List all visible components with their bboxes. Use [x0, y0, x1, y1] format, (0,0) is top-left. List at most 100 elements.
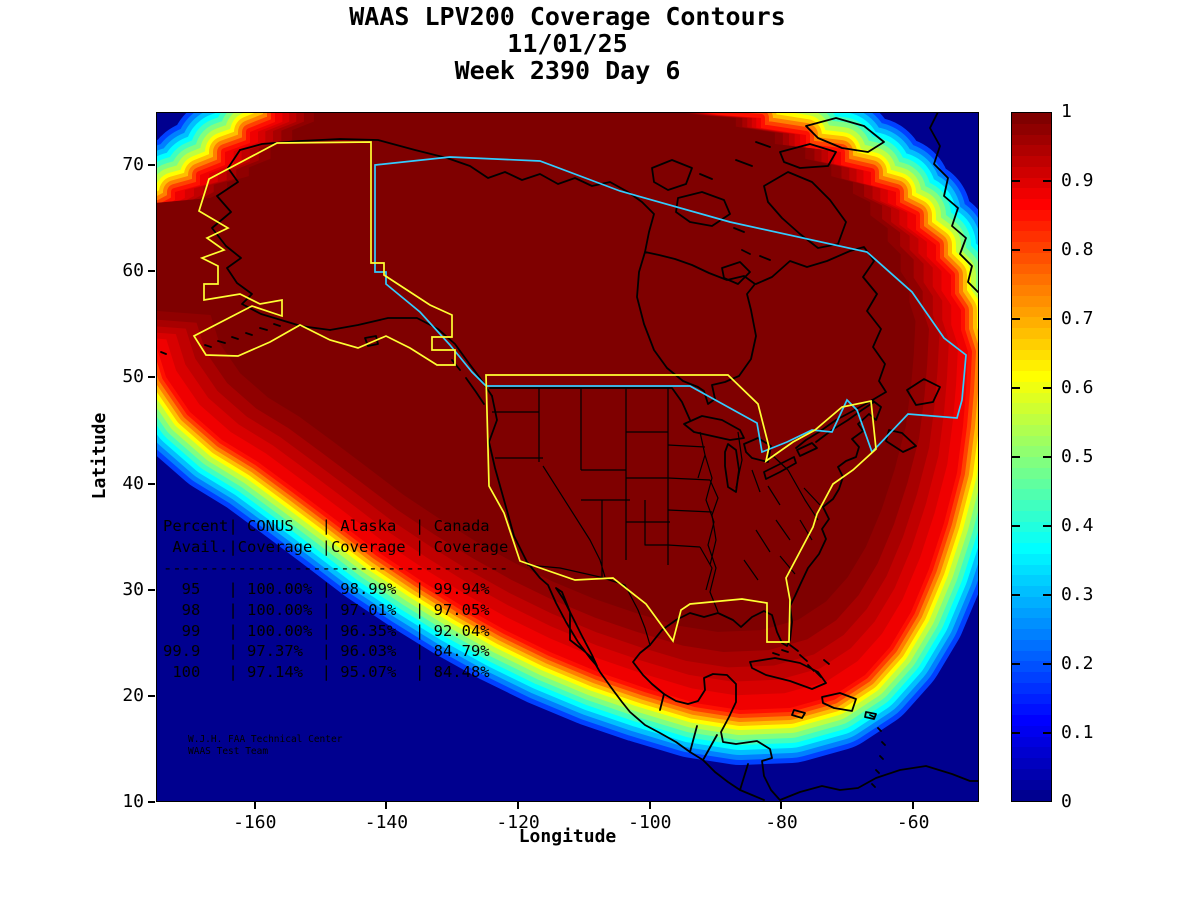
- alaska-west-coastline: [211, 149, 331, 331]
- x-tick-label: -140: [364, 812, 409, 833]
- colorbar-band: [1012, 231, 1051, 242]
- colorbar-band: [1012, 220, 1051, 232]
- greenland-coastline: [929, 112, 979, 293]
- colorbar-band: [1012, 704, 1051, 715]
- colorbar-band: [1012, 242, 1051, 253]
- baffin-island: [763, 171, 847, 249]
- y-tick-label: 50: [122, 366, 144, 388]
- colorbar-tick-mark: [1012, 318, 1020, 320]
- puerto-rico: [864, 711, 877, 720]
- colorbar-band: [1012, 274, 1051, 285]
- nova-scotia: [885, 429, 917, 453]
- colorbar-band: [1012, 371, 1051, 382]
- chart-title: WAAS LPV200 Coverage Contours: [349, 2, 786, 31]
- x-tick-label: -60: [896, 812, 930, 833]
- x-tick-mark: [253, 802, 256, 809]
- colorbar-band: [1012, 586, 1051, 597]
- chart-date: 11/01/25: [507, 29, 628, 58]
- newfoundland: [906, 378, 941, 406]
- colorbar-band: [1012, 285, 1051, 296]
- x-tick-label: -80: [765, 812, 798, 833]
- colorbar-band: [1012, 618, 1051, 629]
- credits-line-1: W.J.H. FAA Technical Center: [188, 734, 343, 745]
- colorbar-band: [1012, 672, 1051, 683]
- chart-week-day: Week 2390 Day 6: [454, 56, 681, 85]
- colorbar-tick-label: 0.4: [1061, 515, 1094, 536]
- colorbar-tick-mark: [1043, 594, 1051, 596]
- lake-huron: [743, 437, 772, 463]
- colorbar-band: [1012, 317, 1051, 328]
- colorbar-band: [1012, 263, 1051, 275]
- colorbar-band: [1012, 629, 1051, 640]
- eastern-state-lines: [735, 431, 821, 581]
- ellesmere-island: [805, 117, 885, 153]
- credits-line-2: WAAS Test Team: [188, 746, 269, 757]
- colorbar-band: [1012, 188, 1051, 199]
- colorbar-tick-mark: [1043, 456, 1051, 458]
- colorbar-band: [1012, 575, 1051, 586]
- colorbar-tick-mark: [1043, 249, 1051, 251]
- colorbar-band: [1012, 747, 1051, 758]
- aleutian-islands: [160, 323, 281, 355]
- y-tick-mark: [148, 694, 155, 697]
- colorbar-tick-mark: [1012, 594, 1020, 596]
- colorbar-tick-mark: [1012, 732, 1020, 734]
- colorbar-tick-label: 0.6: [1061, 377, 1094, 398]
- colorbar: [1011, 112, 1052, 802]
- southampton-island: [721, 261, 751, 285]
- colorbar-tick-mark: [1043, 318, 1051, 320]
- colorbar-band: [1012, 715, 1051, 726]
- colorbar-band: [1012, 435, 1051, 447]
- colorbar-band: [1012, 306, 1051, 318]
- colorbar-tick-label: 0.8: [1061, 239, 1094, 260]
- colorbar-tick-mark: [1043, 180, 1051, 182]
- colorbar-band: [1012, 596, 1051, 608]
- x-axis-label: Longitude: [518, 826, 617, 847]
- colorbar-band: [1012, 779, 1051, 791]
- colorbar-band: [1012, 639, 1051, 651]
- y-axis-label: Latitude: [89, 412, 110, 500]
- y-tick-label: 30: [122, 578, 144, 600]
- colorbar-band: [1012, 381, 1051, 393]
- colorbar-tick-label: 0.7: [1061, 308, 1094, 329]
- credits-text: W.J.H. FAA Technical Center WAAS Test Te…: [188, 734, 342, 758]
- florida-keys: [772, 649, 789, 656]
- bahamas: [789, 644, 830, 678]
- conus-service-boundary: [485, 374, 877, 643]
- colorbar-band: [1012, 209, 1051, 221]
- central-america-borders: [659, 693, 749, 791]
- lake-ontario: [796, 442, 818, 457]
- colorbar-band: [1012, 521, 1051, 533]
- arctic-coastline: [239, 138, 655, 253]
- jamaica: [791, 709, 806, 719]
- y-tick-label: 70: [122, 154, 144, 176]
- colorbar-band: [1012, 252, 1051, 264]
- colorbar-tick-label: 0: [1061, 791, 1072, 812]
- y-tick-mark: [148, 588, 155, 591]
- colorbar-band: [1012, 123, 1051, 135]
- colorbar-band: [1012, 736, 1051, 748]
- alaska-south-coastline: [329, 317, 493, 397]
- colorbar-band: [1012, 360, 1051, 371]
- western-state-lines: [492, 388, 670, 578]
- x-tick-mark: [780, 802, 783, 809]
- lake-erie: [763, 456, 797, 480]
- colorbar-band: [1012, 446, 1051, 457]
- colorbar-band: [1012, 424, 1051, 436]
- colorbar-tick-label: 0.1: [1061, 722, 1094, 743]
- colorbar-band: [1012, 543, 1051, 554]
- colorbar-band: [1012, 113, 1051, 124]
- us-mexico-border: [526, 564, 651, 646]
- colorbar-band: [1012, 414, 1051, 425]
- colorbar-band: [1012, 564, 1051, 576]
- colorbar-tick-label: 0.2: [1061, 653, 1094, 674]
- us-gulf-east-coastline: [649, 399, 882, 647]
- colorbar-band: [1012, 650, 1051, 662]
- colorbar-band: [1012, 607, 1051, 619]
- colorbar-tick-mark: [1043, 387, 1051, 389]
- y-tick-label: 40: [122, 472, 144, 494]
- colorbar-tick-mark: [1043, 663, 1051, 665]
- colorbar-band: [1012, 758, 1051, 769]
